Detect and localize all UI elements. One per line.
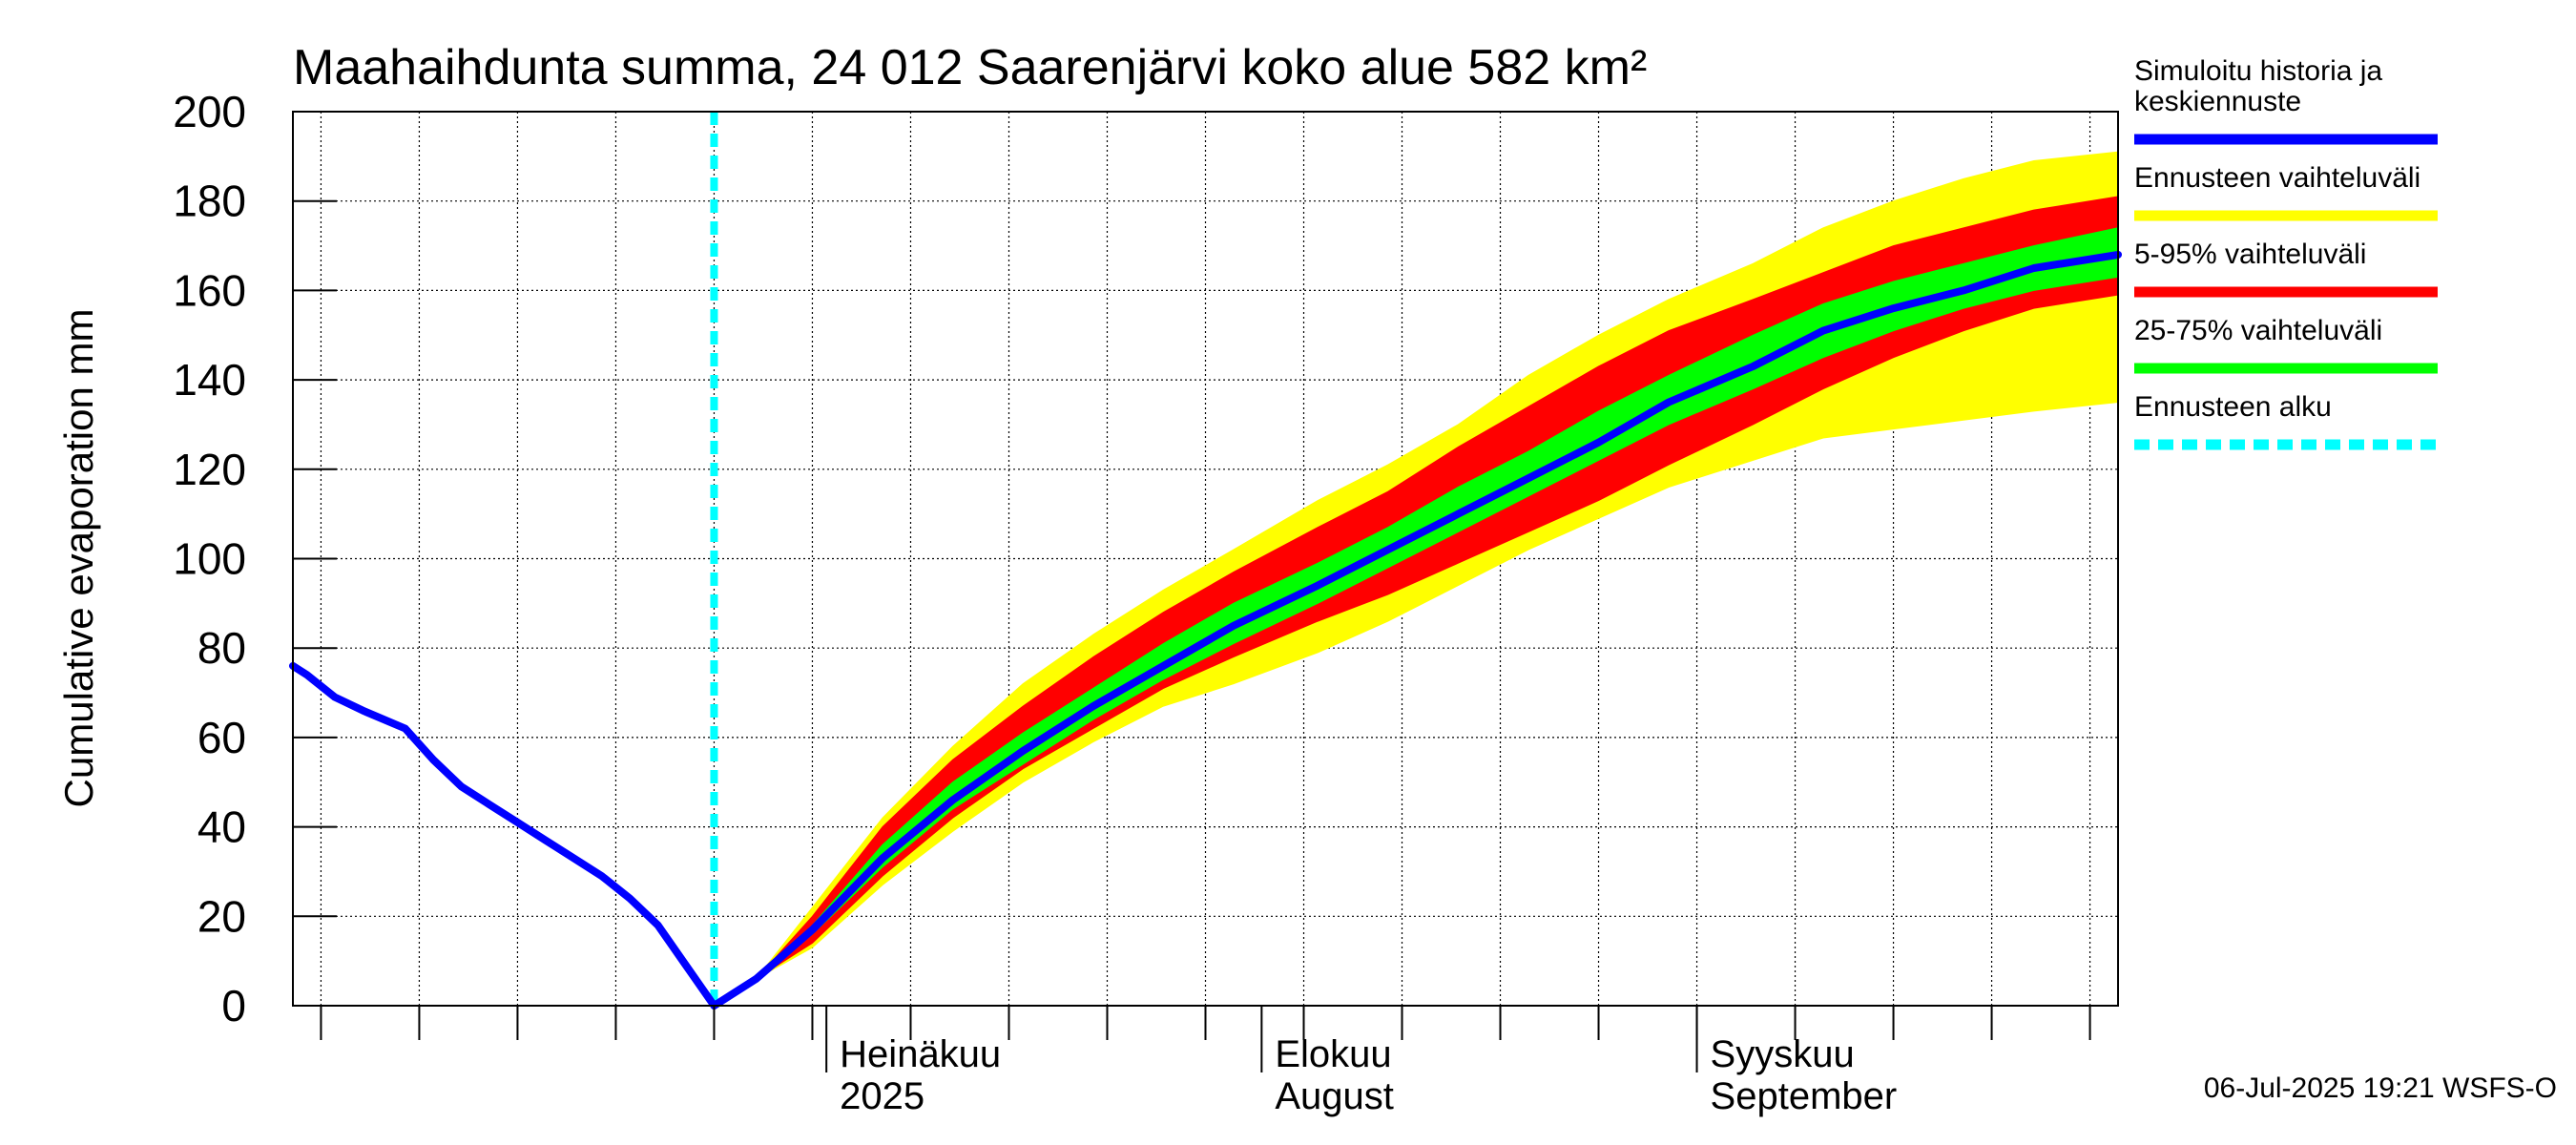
y-tick-label: 40	[197, 802, 246, 852]
legend-label: Ennusteen alku	[2134, 391, 2332, 423]
legend-label: 25-75% vaihteluväli	[2134, 315, 2382, 346]
y-tick-label: 0	[221, 981, 246, 1030]
y-tick-label: 160	[173, 265, 246, 315]
y-tick-label: 120	[173, 445, 246, 494]
y-tick-label: 180	[173, 177, 246, 226]
y-tick-label: 140	[173, 355, 246, 405]
legend-label: Ennusteen vaihteluväli	[2134, 162, 2420, 194]
history-line	[289, 661, 718, 1010]
x-month-sublabel: September	[1711, 1075, 1898, 1117]
y-axis-label: Cumulative evaporation mm	[56, 309, 101, 808]
y-tick-label: 60	[197, 713, 246, 762]
legend-label: 5-95% vaihteluväli	[2134, 239, 2366, 270]
y-tick-label: 200	[173, 87, 246, 136]
x-month-label: Syyskuu	[1711, 1033, 1855, 1075]
x-month-label: Elokuu	[1275, 1033, 1391, 1075]
legend-label: Simuloitu historia ja	[2134, 55, 2382, 87]
x-month-sublabel: 2025	[840, 1075, 924, 1117]
x-month-label: Heinäkuu	[840, 1033, 1001, 1075]
series-lines	[289, 112, 2122, 1010]
chart-title: Maahaihdunta summa, 24 012 Saarenjärvi k…	[293, 40, 1647, 95]
x-month-sublabel: August	[1275, 1075, 1394, 1117]
forecast-bands	[714, 151, 2119, 1007]
y-tick-label: 100	[173, 534, 246, 584]
y-tick-label: 80	[197, 623, 246, 673]
footer-timestamp: 06-Jul-2025 19:21 WSFS-O	[2204, 1072, 2557, 1104]
y-tick-label: 20	[197, 891, 246, 941]
legend-label: keskiennuste	[2134, 86, 2301, 117]
median-forecast-line	[710, 250, 2122, 1010]
